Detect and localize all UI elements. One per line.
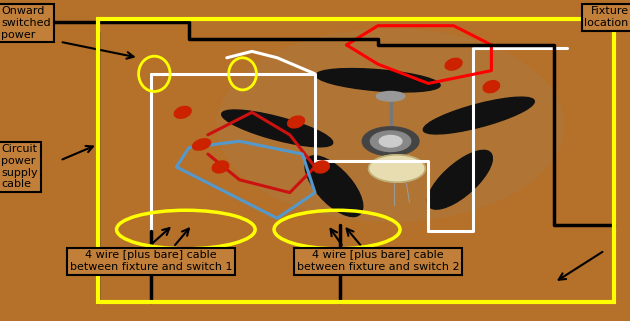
- Ellipse shape: [193, 139, 210, 150]
- Ellipse shape: [217, 29, 564, 221]
- Ellipse shape: [483, 81, 500, 93]
- Text: Circuit
power
supply
cable: Circuit power supply cable: [1, 144, 38, 189]
- Text: 4 wire [plus bare] cable
between fixture and switch 1: 4 wire [plus bare] cable between fixture…: [70, 250, 232, 272]
- Ellipse shape: [222, 110, 333, 147]
- Ellipse shape: [445, 58, 462, 70]
- Ellipse shape: [369, 155, 425, 182]
- Circle shape: [379, 135, 402, 147]
- Ellipse shape: [316, 69, 440, 92]
- Ellipse shape: [288, 116, 304, 128]
- Circle shape: [370, 131, 411, 152]
- Ellipse shape: [175, 107, 191, 118]
- Ellipse shape: [427, 150, 493, 209]
- Text: Fixture
location: Fixture location: [585, 6, 629, 28]
- Ellipse shape: [423, 97, 534, 134]
- Ellipse shape: [377, 91, 405, 101]
- Ellipse shape: [305, 156, 363, 217]
- Text: Onward
switched
power: Onward switched power: [1, 6, 51, 39]
- Text: 4 wire [plus bare] cable
between fixture and switch 2: 4 wire [plus bare] cable between fixture…: [297, 250, 459, 272]
- Ellipse shape: [313, 161, 329, 173]
- Ellipse shape: [212, 161, 229, 173]
- Circle shape: [362, 127, 419, 156]
